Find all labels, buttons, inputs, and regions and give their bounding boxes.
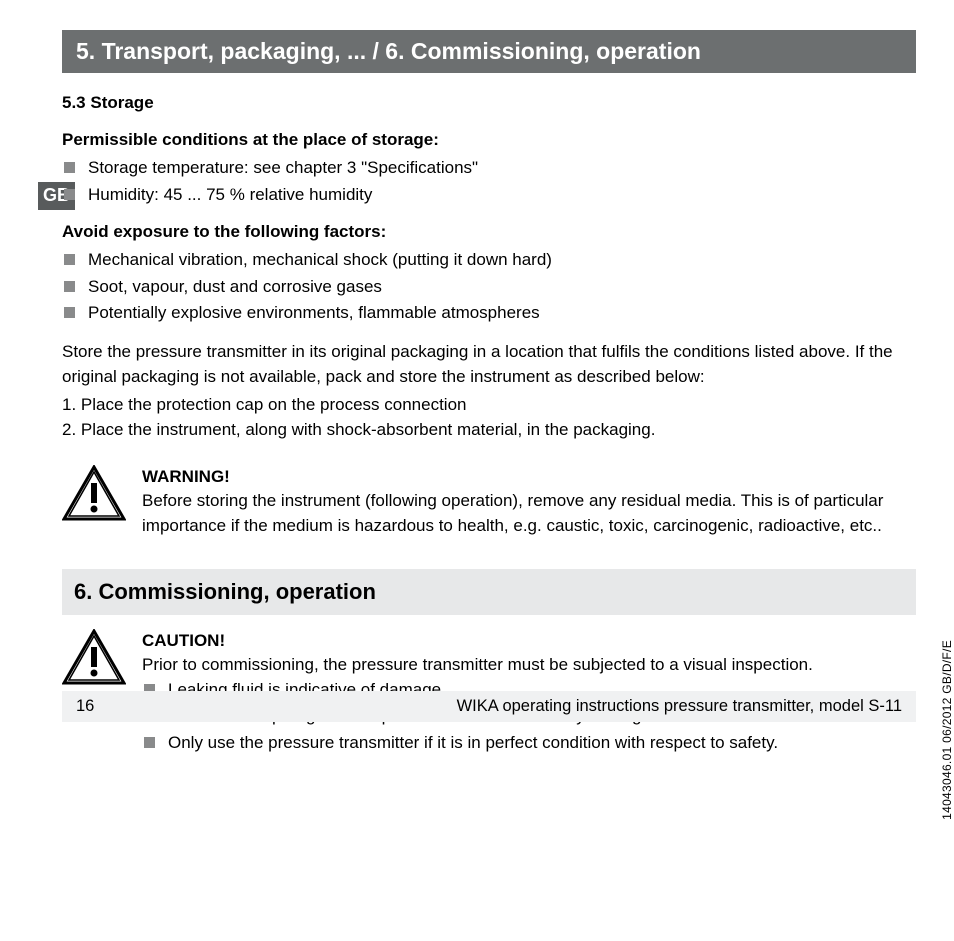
permissible-heading: Permissible conditions at the place of s…	[62, 128, 916, 153]
storage-paragraph: Store the pressure transmitter in its or…	[62, 340, 916, 389]
list-item: Potentially explosive environments, flam…	[62, 301, 916, 326]
permissible-list: Storage temperature: see chapter 3 "Spec…	[62, 156, 916, 207]
page-number: 16	[76, 697, 94, 716]
page-footer: 16 WIKA operating instructions pressure …	[62, 691, 916, 722]
list-item: Storage temperature: see chapter 3 "Spec…	[62, 156, 916, 181]
list-item: Soot, vapour, dust and corrosive gases	[62, 275, 916, 300]
avoid-list: Mechanical vibration, mechanical shock (…	[62, 248, 916, 326]
chapter-header: 5. Transport, packaging, ... / 6. Commis…	[62, 30, 916, 73]
caution-intro: Prior to commissioning, the pressure tra…	[142, 653, 916, 678]
avoid-heading: Avoid exposure to the following factors:	[62, 220, 916, 245]
section-5-3-heading: 5.3 Storage	[62, 91, 916, 116]
warning-head: WARNING!	[142, 465, 916, 490]
step-2: 2. Place the instrument, along with shoc…	[62, 418, 916, 443]
list-item: Mechanical vibration, mechanical shock (…	[62, 248, 916, 273]
footer-doc-title: WIKA operating instructions pressure tra…	[457, 697, 902, 716]
warning-body: Before storing the instrument (following…	[142, 489, 916, 538]
page-content: 5.3 Storage Permissible conditions at th…	[62, 91, 916, 764]
list-item: Humidity: 45 ... 75 % relative humidity	[62, 183, 916, 208]
document-code: 14043046.01 06/2012 GB/D/F/E	[940, 640, 954, 820]
step-1: 1. Place the protection cap on the proce…	[62, 393, 916, 418]
list-item: Only use the pressure transmitter if it …	[142, 731, 916, 756]
section-6-header: 6. Commissioning, operation	[62, 569, 916, 615]
manual-page: 5. Transport, packaging, ... / 6. Commis…	[0, 0, 954, 764]
caution-triangle-icon	[62, 629, 126, 693]
footer-spacer	[94, 697, 456, 716]
warning-block: WARNING! Before storing the instrument (…	[62, 465, 916, 539]
warning-text: WARNING! Before storing the instrument (…	[142, 465, 916, 539]
warning-triangle-icon	[62, 465, 126, 529]
caution-head: CAUTION!	[142, 629, 916, 654]
